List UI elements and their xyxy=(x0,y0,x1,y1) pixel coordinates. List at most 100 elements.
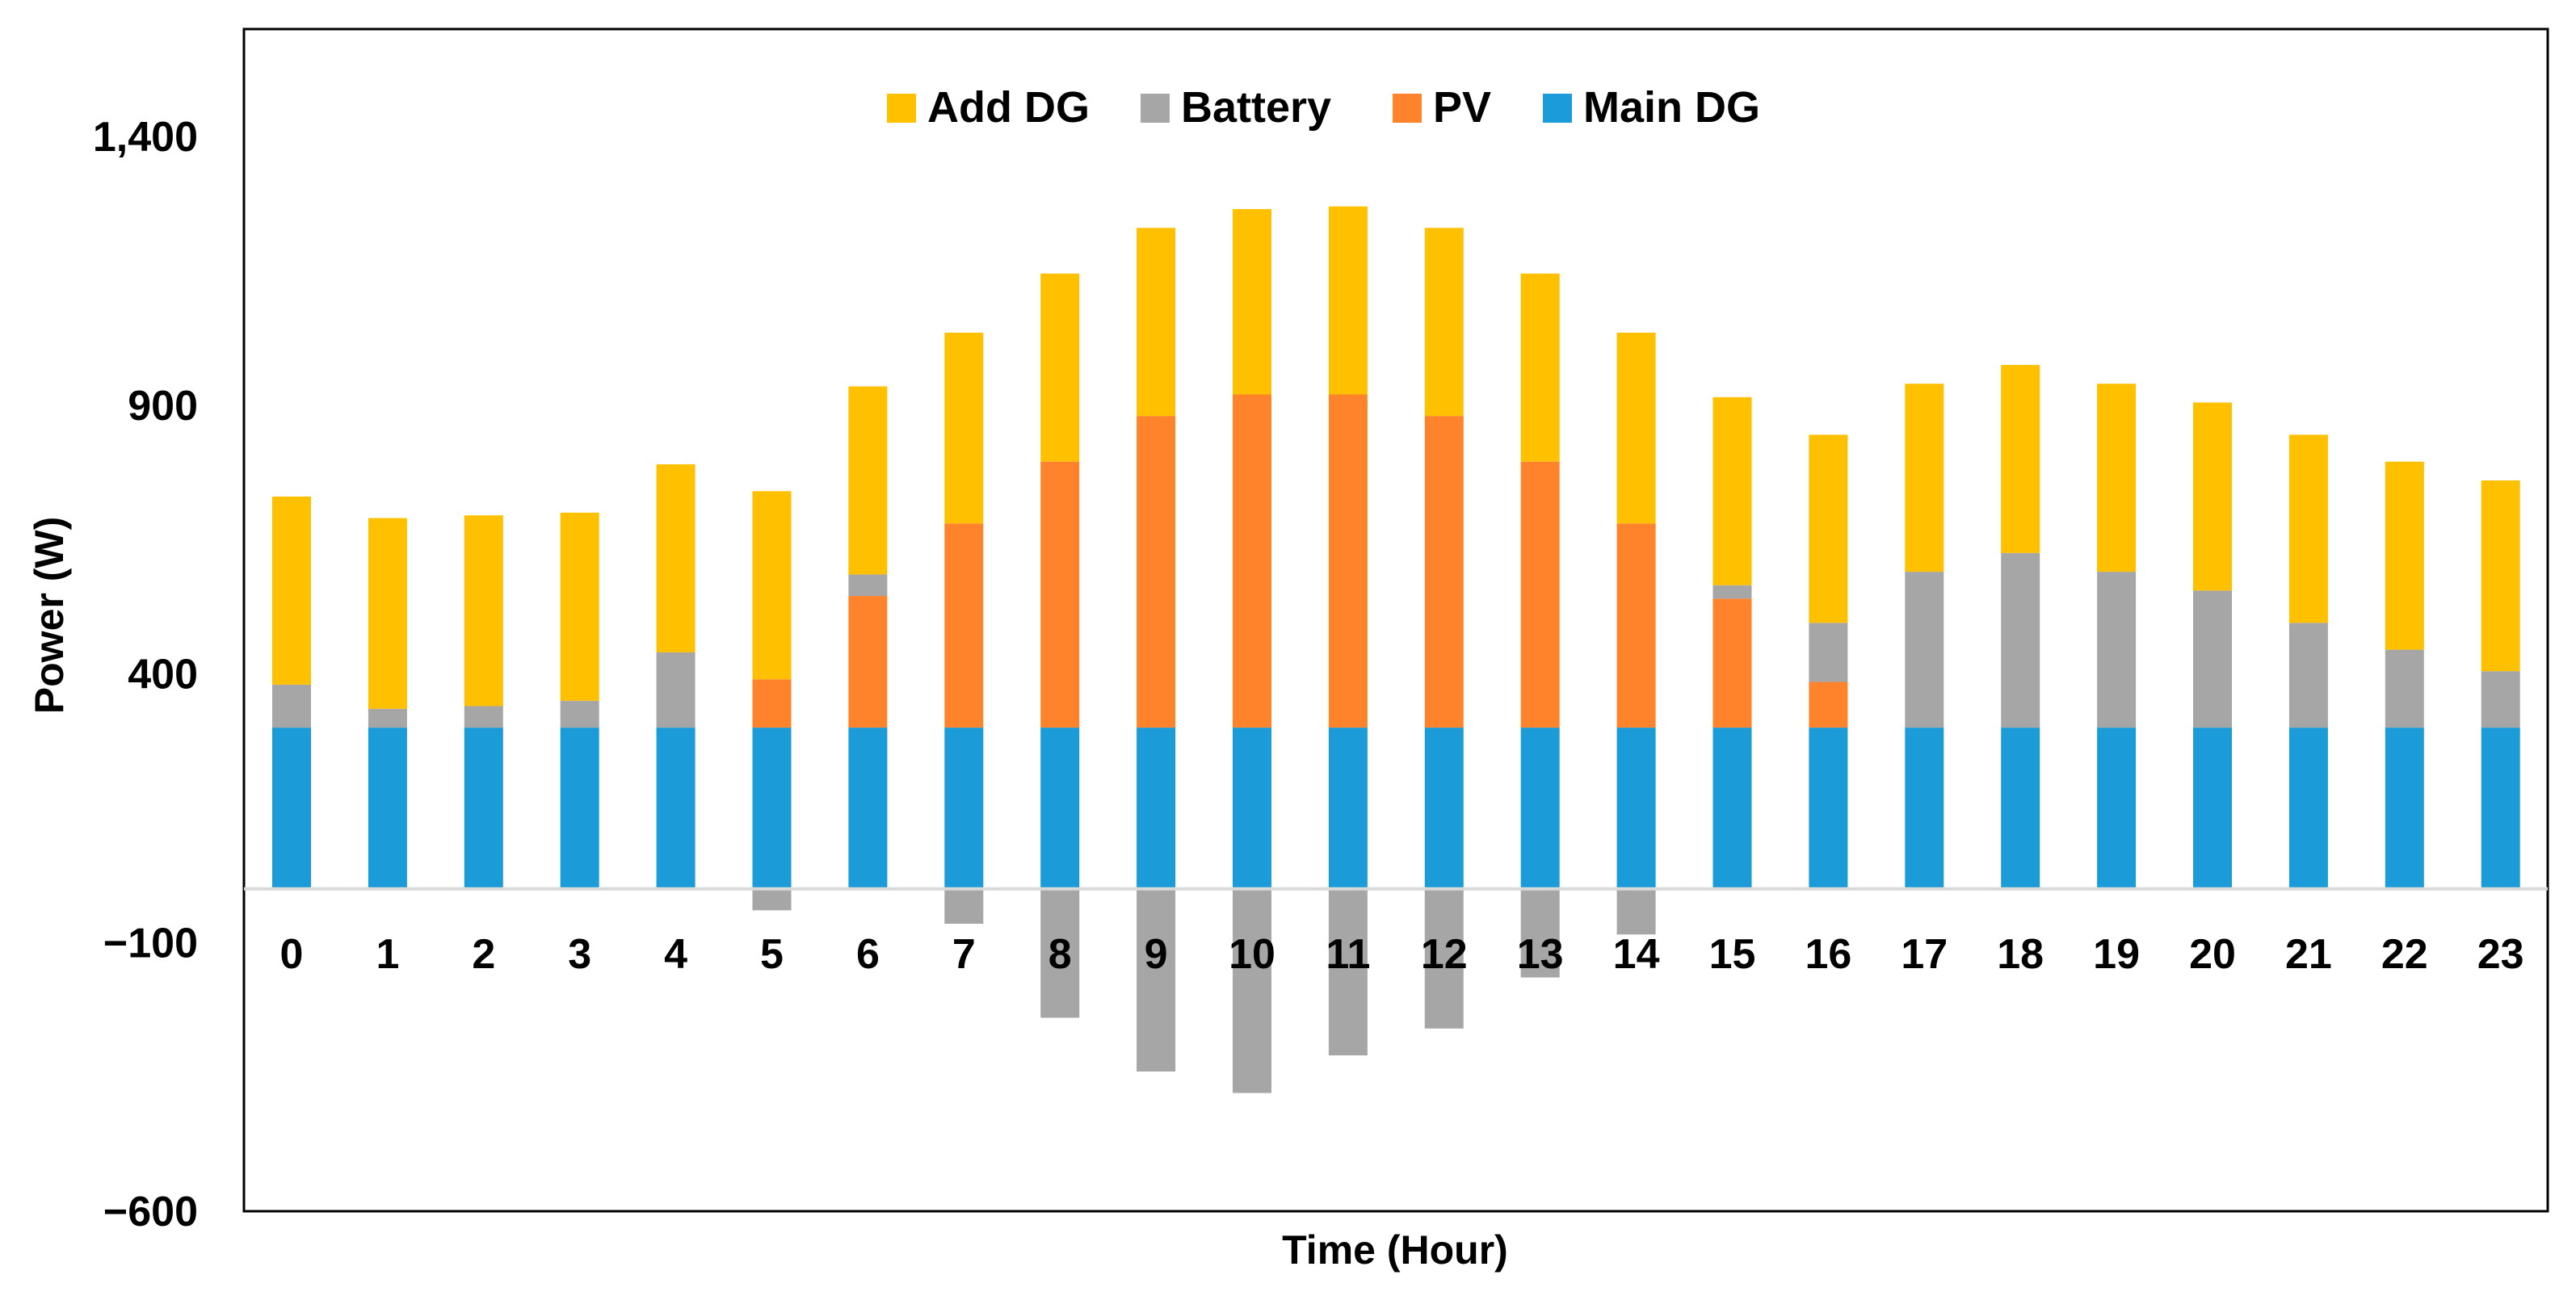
bar-battery-hour-8 xyxy=(1040,888,1080,1018)
bar-add-dg-hour-0 xyxy=(272,496,311,685)
bar-main-dg-hour-18 xyxy=(2001,728,2040,889)
bar-battery-hour-3 xyxy=(560,700,599,728)
bar-main-dg-hour-16 xyxy=(1809,728,1848,889)
bar-pv-hour-11 xyxy=(1328,394,1368,728)
legend-swatch-battery xyxy=(1141,94,1170,123)
bar-main-dg-hour-0 xyxy=(272,728,311,889)
x-axis-title: Time (Hour) xyxy=(1282,1227,1508,1273)
bar-battery-hour-14 xyxy=(1616,888,1656,935)
bar-main-dg-hour-6 xyxy=(848,728,888,889)
bar-add-dg-hour-8 xyxy=(1040,273,1080,462)
bar-battery-hour-19 xyxy=(2097,572,2137,728)
bar-add-dg-hour-4 xyxy=(656,464,695,652)
legend-swatch-add-dg xyxy=(887,94,916,123)
y-axis-ticks: −600 −100 400 900 1,400 xyxy=(93,114,198,1235)
x-tick-label: 22 xyxy=(2381,931,2428,978)
bar-main-dg-hour-9 xyxy=(1137,728,1176,889)
bar-battery-hour-11 xyxy=(1328,888,1368,1056)
bar-add-dg-hour-10 xyxy=(1233,208,1271,395)
bar-main-dg-hour-2 xyxy=(464,728,503,889)
bar-add-dg-hour-7 xyxy=(944,332,984,524)
bar-pv-hour-9 xyxy=(1137,416,1176,728)
legend-label-battery: Battery xyxy=(1181,83,1331,132)
bar-add-dg-hour-21 xyxy=(2288,434,2328,623)
x-tick-label: 4 xyxy=(664,931,687,978)
x-tick-label: 18 xyxy=(1997,931,2044,978)
bar-main-dg-hour-23 xyxy=(2481,728,2520,889)
bar-battery-hour-4 xyxy=(656,652,695,728)
bar-pv-hour-16 xyxy=(1809,682,1848,728)
bar-battery-hour-9 xyxy=(1137,888,1176,1072)
x-tick-label: 17 xyxy=(1901,931,1948,978)
y-axis-title: Power (W) xyxy=(27,517,72,714)
bar-battery-hour-6 xyxy=(848,574,888,597)
bar-add-dg-hour-17 xyxy=(1905,384,1944,573)
legend-label-main-dg: Main DG xyxy=(1583,83,1760,132)
bar-add-dg-hour-13 xyxy=(1520,273,1560,462)
bar-main-dg-hour-8 xyxy=(1040,728,1080,889)
legend-swatch-pv xyxy=(1393,94,1422,123)
bar-battery-hour-18 xyxy=(2001,552,2040,728)
bar-battery-hour-10 xyxy=(1233,888,1271,1093)
bar-add-dg-hour-15 xyxy=(1712,396,1752,585)
bar-add-dg-hour-3 xyxy=(560,512,599,701)
bar-pv-hour-7 xyxy=(944,523,984,728)
x-tick-label: 10 xyxy=(1229,931,1275,978)
bar-pv-hour-12 xyxy=(1424,416,1464,728)
legend-label-pv: PV xyxy=(1433,83,1491,132)
bar-pv-hour-15 xyxy=(1712,598,1752,728)
bar-battery-hour-22 xyxy=(2385,649,2424,728)
bar-battery-hour-17 xyxy=(1905,572,1944,728)
bar-battery-hour-0 xyxy=(272,684,311,728)
bars-group xyxy=(272,206,2520,1093)
bar-battery-hour-7 xyxy=(944,888,984,924)
bar-battery-hour-1 xyxy=(368,708,407,728)
x-axis-ticks: 0 1 2 3 4 5 6 7 8 9 10 11 12 13 14 15 16 17 18 19 20 21 22 23 xyxy=(280,931,2524,978)
bar-battery-hour-23 xyxy=(2481,671,2520,728)
x-tick-label: 7 xyxy=(952,931,976,978)
x-tick-label: 20 xyxy=(2189,931,2236,978)
x-tick-label: 13 xyxy=(1517,931,1564,978)
bar-add-dg-hour-1 xyxy=(368,518,407,709)
bar-battery-hour-5 xyxy=(752,888,792,911)
x-tick-label: 3 xyxy=(568,931,591,978)
x-tick-label: 19 xyxy=(2093,931,2140,978)
bar-add-dg-hour-22 xyxy=(2385,461,2424,650)
y-tick-label: −100 xyxy=(103,920,198,967)
legend-label-add-dg: Add DG xyxy=(927,83,1090,132)
bar-battery-hour-2 xyxy=(464,706,503,728)
x-tick-label: 15 xyxy=(1709,931,1756,978)
bar-pv-hour-8 xyxy=(1040,461,1080,728)
bar-add-dg-hour-18 xyxy=(2001,364,2040,553)
x-tick-label: 21 xyxy=(2285,931,2332,978)
y-tick-label: 1,400 xyxy=(93,114,198,161)
bar-battery-hour-13 xyxy=(1520,888,1560,978)
bar-add-dg-hour-16 xyxy=(1809,434,1848,623)
bar-add-dg-hour-5 xyxy=(752,491,792,680)
bar-main-dg-hour-15 xyxy=(1712,728,1752,889)
x-tick-label: 0 xyxy=(280,931,304,978)
bar-battery-hour-21 xyxy=(2288,623,2328,728)
bar-add-dg-hour-11 xyxy=(1328,206,1368,395)
bar-main-dg-hour-10 xyxy=(1233,728,1271,889)
x-tick-label: 2 xyxy=(472,931,495,978)
x-tick-label: 14 xyxy=(1613,931,1660,978)
bar-add-dg-hour-20 xyxy=(2193,402,2232,591)
bar-add-dg-hour-14 xyxy=(1616,332,1656,524)
bar-main-dg-hour-1 xyxy=(368,728,407,889)
bar-main-dg-hour-20 xyxy=(2193,728,2232,889)
bar-pv-hour-13 xyxy=(1520,461,1560,728)
x-tick-label: 6 xyxy=(856,931,880,978)
legend: Add DG Battery PV Main DG xyxy=(887,83,1760,132)
x-tick-label: 12 xyxy=(1421,931,1468,978)
bar-battery-hour-15 xyxy=(1712,585,1752,599)
bar-add-dg-hour-23 xyxy=(2481,480,2520,672)
bar-pv-hour-6 xyxy=(848,596,888,728)
bar-battery-hour-16 xyxy=(1809,623,1848,682)
bar-main-dg-hour-14 xyxy=(1616,728,1656,889)
plot-frame xyxy=(242,27,2549,1213)
x-tick-label: 8 xyxy=(1048,931,1072,978)
bar-main-dg-hour-3 xyxy=(560,728,599,889)
bar-main-dg-hour-5 xyxy=(752,728,792,889)
